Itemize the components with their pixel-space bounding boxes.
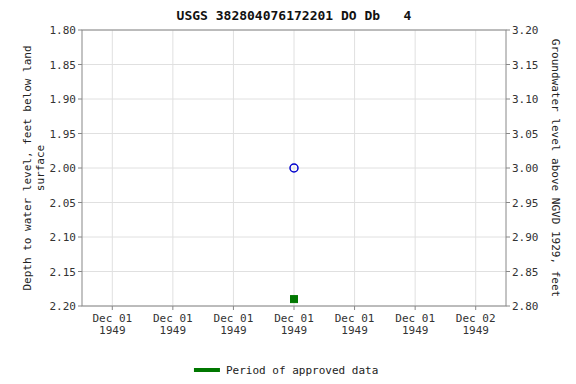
tick — [78, 271, 82, 272]
tick — [475, 306, 476, 310]
marks — [290, 164, 298, 303]
tick-label: 1.95 — [50, 128, 77, 141]
tick — [506, 306, 510, 307]
tick — [78, 64, 82, 65]
tick — [78, 306, 82, 307]
y2-axis: 2.80 2.85 2.90 2.95 3.00 3.05 3.10 3.15 3.20 — [506, 24, 539, 313]
tick-label: 2.80 — [512, 300, 539, 313]
text-line: 1949 — [402, 324, 429, 337]
grid-line — [475, 30, 476, 306]
grid-line — [415, 30, 416, 306]
tick — [506, 133, 510, 134]
legend-swatch — [194, 368, 220, 372]
tick-label: 1.85 — [50, 59, 77, 72]
text-line: Depth to water level, feet below land — [21, 45, 34, 290]
tick — [415, 306, 416, 310]
tick — [78, 30, 82, 31]
x-axis: Dec 011949 Dec 011949 Dec 011949 Dec 011949… — [92, 306, 495, 337]
grid-line — [354, 30, 355, 306]
tick — [294, 306, 295, 310]
tick-label: 2.00 — [50, 162, 77, 175]
tick-label: 2.90 — [512, 231, 539, 244]
tick — [506, 99, 510, 100]
tick — [233, 306, 234, 310]
tick — [78, 168, 82, 169]
y-axis-label: Depth to water level, feet below landsur… — [21, 45, 47, 290]
point — [291, 296, 298, 303]
tick-label: Dec 011949 — [92, 312, 132, 337]
tick — [506, 168, 510, 169]
tick — [506, 30, 510, 31]
tick-label: 1.80 — [50, 24, 77, 37]
tick-label: Dec 021949 — [456, 312, 496, 337]
text-line: surface — [34, 145, 47, 191]
tick-label: 2.10 — [50, 231, 77, 244]
text-line: 1949 — [462, 324, 489, 337]
tick — [506, 271, 510, 272]
tick — [506, 202, 510, 203]
tick-label: Dec 011949 — [395, 312, 435, 337]
tick — [112, 306, 113, 310]
legend-label: Period of approved data — [226, 364, 378, 377]
tick-label: Dec 011949 — [274, 312, 314, 337]
tick-label: 2.20 — [50, 300, 77, 313]
grid-line — [172, 30, 173, 306]
tick-label: 2.95 — [512, 197, 539, 210]
plot-frame — [82, 30, 506, 306]
text-line: 1949 — [99, 324, 126, 337]
tick — [78, 202, 82, 203]
title: USGS 382804076172201 DO Db 4 — [177, 8, 412, 23]
tick — [78, 133, 82, 134]
tick-label: 3.00 — [512, 162, 539, 175]
tick — [78, 99, 82, 100]
grid-line — [233, 30, 234, 306]
tick-label: 3.20 — [512, 24, 539, 37]
tick-label: Dec 011949 — [153, 312, 193, 337]
tick-label: 2.85 — [512, 266, 539, 279]
tick-label: 2.15 — [50, 266, 77, 279]
point — [290, 164, 298, 172]
text-line: 1949 — [160, 324, 187, 337]
tick — [506, 64, 510, 65]
grid-line — [112, 30, 113, 306]
y-axis: 1.80 1.85 1.90 1.95 2.00 2.05 2.10 2.15 2.20 — [50, 24, 83, 313]
y2-axis-label: Groundwater level above NGVD 1929, feet — [549, 39, 562, 297]
background — [0, 0, 576, 384]
tick-label: Dec 011949 — [335, 312, 375, 337]
tick-label: 3.10 — [512, 93, 539, 106]
tick — [78, 237, 82, 238]
tick-label: 1.90 — [50, 93, 77, 106]
tick-label: 2.05 — [50, 197, 77, 210]
text-line: 1949 — [281, 324, 308, 337]
legend: Period of approved data — [194, 364, 378, 377]
text-line: 1949 — [220, 324, 247, 337]
tick-label: 3.15 — [512, 59, 539, 72]
tick-label: Dec 011949 — [214, 312, 254, 337]
tick — [506, 237, 510, 238]
tick — [354, 306, 355, 310]
tick-label: 3.05 — [512, 128, 539, 141]
grid — [82, 30, 506, 306]
grid-line — [294, 30, 295, 306]
text-line: 1949 — [341, 324, 368, 337]
tick — [172, 306, 173, 310]
chart: 1.80 1.85 1.90 1.95 2.00 2.05 2.10 2.15 2.20 2.80… — [0, 0, 576, 384]
